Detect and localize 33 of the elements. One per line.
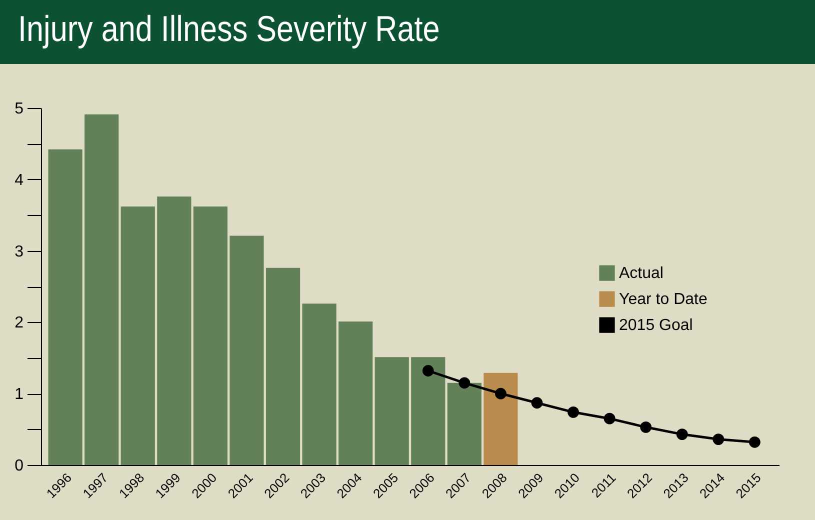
point — [568, 406, 579, 418]
point — [422, 365, 434, 376]
point — [458, 377, 470, 389]
point — [712, 434, 724, 445]
point — [495, 388, 506, 400]
y-tick-label: 5 — [14, 100, 24, 118]
legend-label: Year to Date — [619, 291, 708, 308]
bar — [447, 382, 482, 465]
legend-label: 2015 Goal — [619, 317, 693, 334]
bar — [230, 236, 264, 465]
bar — [411, 357, 446, 465]
point — [531, 397, 543, 409]
y-tick-label: 4 — [14, 172, 24, 189]
bar — [84, 114, 119, 465]
bar — [374, 357, 409, 465]
bar — [266, 268, 300, 465]
point — [748, 436, 760, 448]
bar — [193, 206, 228, 465]
legend-label: Actual — [619, 265, 664, 282]
y-tick-label: 3 — [14, 243, 24, 260]
y-tick-label: 1 — [14, 386, 24, 404]
bar — [338, 321, 373, 465]
bar — [120, 206, 155, 465]
bar — [48, 149, 82, 465]
y-tick-label: 0 — [14, 458, 24, 474]
point — [676, 428, 688, 440]
chart-title: Injury and Illness Severity Rate — [18, 8, 440, 50]
y-tick-label: 2 — [14, 314, 24, 332]
point — [640, 421, 652, 433]
bar — [302, 304, 336, 465]
bar — [157, 196, 192, 465]
point — [604, 412, 616, 424]
bar — [484, 372, 518, 465]
